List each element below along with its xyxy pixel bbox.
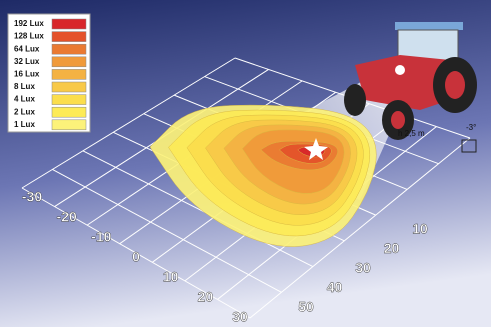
left-axis-label: -30 [22, 189, 42, 205]
legend-items: 192 Lux 128 Lux 64 Lux 32 Lux 16 Lux 8 Lux 4 L… [14, 18, 87, 131]
grid-line [21, 187, 251, 319]
legend-swatch [51, 81, 87, 93]
left-axis-label: 20 [198, 289, 214, 305]
legend-swatch [51, 106, 87, 118]
legend-label: 4 Lux [14, 95, 35, 104]
legend-swatch [51, 56, 87, 68]
cab-roof [395, 22, 463, 30]
legend-label: 64 Lux [14, 44, 40, 53]
legend-label: 128 Lux [14, 32, 44, 41]
grid-line [249, 137, 471, 319]
legend-swatch [51, 94, 87, 105]
headlight [395, 65, 405, 75]
right-axis-label: 30 [355, 260, 371, 276]
legend-swatch [51, 69, 87, 80]
left-axis-label: 0 [132, 249, 140, 265]
left-axis-label: 10 [163, 269, 179, 285]
right-axis-label: 40 [327, 279, 343, 295]
light-source-star [304, 138, 328, 160]
right-axis-label: 50 [298, 299, 314, 315]
left-axis-label: -20 [57, 209, 77, 225]
height-annotation: h 2,5 m [398, 129, 425, 138]
right-axis-label: 10 [412, 221, 428, 237]
legend-swatch [51, 18, 87, 30]
grid-line [52, 168, 282, 293]
left-axis-label: 30 [232, 309, 248, 325]
grid-line [82, 150, 314, 268]
grid-line [21, 57, 236, 189]
angle-icon [461, 139, 477, 153]
legend-label: 192 Lux [14, 19, 44, 28]
legend-label: 2 Lux [14, 107, 35, 116]
legend-swatch [51, 119, 87, 131]
legend-label: 32 Lux [14, 57, 40, 66]
legend-swatch [51, 43, 87, 55]
legend-label: 16 Lux [14, 70, 40, 79]
front-wheel-left [344, 84, 366, 116]
legend-swatch [51, 31, 87, 42]
tractor [344, 22, 477, 140]
left-axis-label: -10 [91, 229, 111, 245]
contours [149, 104, 377, 247]
front-hub [391, 111, 405, 129]
legend-label: 1 Lux [14, 120, 35, 129]
right-axis-label: 20 [384, 240, 400, 256]
axis-labels: -30 -20 -10 0 10 20 30 10 20 30 40 50 [22, 189, 429, 325]
rear-hub [445, 71, 465, 99]
angle-annotation: -3° [466, 123, 476, 132]
legend-label: 8 Lux [14, 82, 35, 91]
